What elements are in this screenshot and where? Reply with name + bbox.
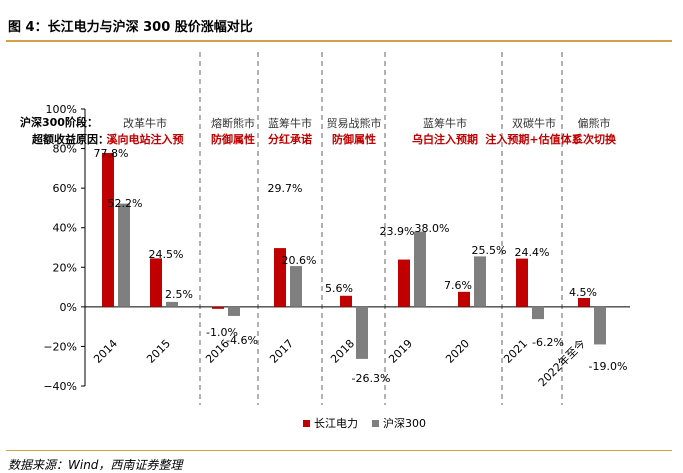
bar-hs300 [228,306,240,316]
x-tick-label: 2014 [91,337,120,366]
note-excess-reason: 超额收益原因： [31,132,109,146]
legend-swatch-hs300 [372,420,379,427]
data-label-hs300: 25.5% [472,244,507,257]
bar-changjiang [516,258,528,307]
data-label-changjiang: 7.6% [444,279,472,292]
data-label-hs300: 38.0% [415,222,450,235]
period-phase: 偏熊市 [578,116,611,130]
data-label-hs300: -4.6% [226,334,258,347]
data-label-hs300: -6.2% [532,336,564,349]
period-reason: 溪向电站注入预 [107,132,184,146]
bar-changjiang [274,248,286,307]
bar-hs300 [594,306,606,345]
bar-changjiang [150,258,162,307]
bar-hs300 [474,256,486,307]
bar-changjiang [578,297,590,307]
bar-changjiang [398,259,410,307]
period-phase: 贸易战熊市 [327,116,382,130]
period-reason: 分红承诺 [268,132,312,146]
period-reason: 防御属性 [211,132,255,146]
note-hs300-phase: 沪深300阶段： [20,115,98,129]
data-label-hs300: 52.2% [108,197,143,210]
data-label-hs300: -19.0% [589,360,628,373]
legend-label-hs300: 沪深300 [383,416,426,430]
legend-swatch-changjiang [303,420,310,427]
source-note: 数据来源：Wind，西南证券整理 [8,458,183,472]
bar-changjiang [340,295,352,307]
y-tick-label: −20% [43,340,77,353]
y-tick-label: −40% [43,380,77,393]
data-label-hs300: 20.6% [282,254,317,267]
figure-title: 图 4：长江电力与沪深 300 股价涨幅对比 [8,20,253,35]
period-phase: 熔断熊市 [211,116,255,130]
data-label-changjiang: 4.5% [569,286,597,299]
legend-label-changjiang: 长江电力 [314,417,358,430]
period-phase: 改革牛市 [123,116,167,130]
data-label-changjiang: 5.6% [325,282,353,295]
period-reason: 注入预期+估值体系 [485,132,582,146]
x-tick-label: 2019 [386,337,415,366]
x-tick-label: 2018 [328,337,357,366]
bar-changjiang [458,291,470,307]
bottom-rule [6,450,672,451]
data-label-changjiang: 29.7% [268,182,303,195]
x-tick-label: 2015 [144,337,173,366]
x-tick-label: 2020 [443,337,472,366]
y-tick-label: 40% [53,222,77,235]
bar-hs300 [290,266,302,307]
period-phase: 蓝筹牛市 [268,116,312,130]
y-tick-label: 60% [53,182,77,195]
data-label-hs300: -26.3% [352,372,391,385]
bar-hs300 [414,231,426,307]
y-tick-label: 20% [53,261,77,274]
top-rule [6,40,672,42]
y-tick-label: 0% [60,301,77,314]
data-label-hs300: 2.5% [165,288,193,301]
chart: −40% −20% 0% 20% 40% 60% 80% 100% 77.8% 52.2% 24.5… [20,52,630,430]
data-label-changjiang: 77.8% [94,147,129,160]
bar-changjiang [212,306,224,309]
x-tick-label: 2017 [267,337,296,366]
bar-hs300 [118,203,130,307]
y-tick-label: 100% [46,103,77,116]
bar-hs300 [356,306,368,359]
data-label-changjiang: 24.4% [515,246,550,259]
period-reason: 二次切换 [572,132,617,146]
data-label-changjiang: 23.9% [380,225,415,238]
data-label-changjiang: 24.5% [149,248,184,261]
data-label-changjiang: -1.0% [206,326,238,339]
period-reason: 防御属性 [332,132,376,146]
period-reason: 乌白注入预期 [412,132,478,146]
period-phase: 双碳牛市 [512,116,556,130]
bar-changjiang [102,152,114,307]
bar-hs300 [166,301,178,307]
period-phase: 蓝筹牛市 [423,116,467,130]
bar-hs300 [532,306,544,320]
y-tick-label: 80% [53,143,77,156]
x-tick-label: 2021 [501,337,530,366]
